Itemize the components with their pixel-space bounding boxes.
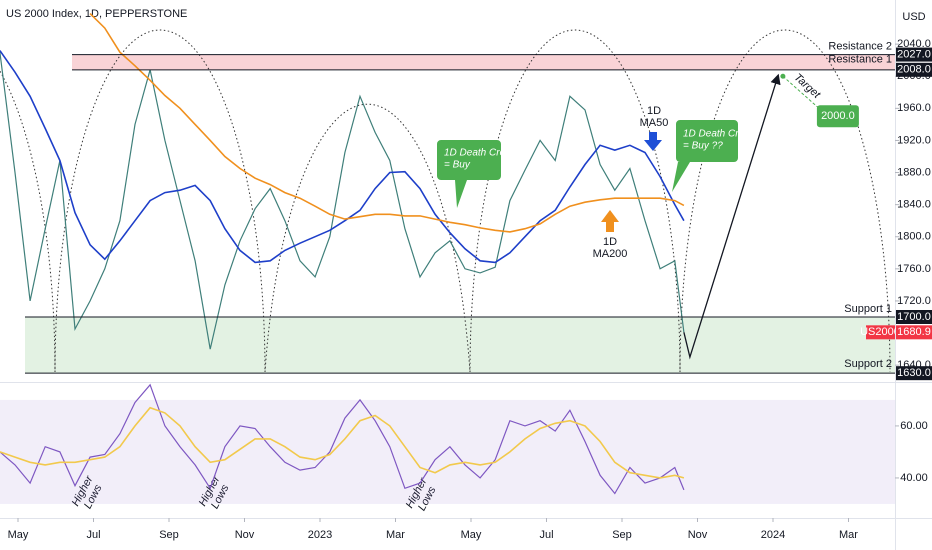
level-price-box — [896, 309, 932, 324]
currency: USD — [902, 11, 925, 23]
series-line — [0, 406, 685, 479]
last-price-box — [896, 325, 932, 340]
y-tick-label: 1920.0 — [897, 134, 931, 146]
arrow — [601, 210, 619, 232]
x-tick-label: Nov — [688, 529, 708, 541]
cycle-arc — [469, 29, 681, 373]
cycle-arc — [0, 70, 56, 373]
target-line — [782, 75, 820, 109]
arrow — [644, 132, 662, 151]
y-tick-label: 40.00 — [900, 472, 928, 484]
callout-box — [672, 120, 738, 192]
level-price-box — [896, 62, 932, 77]
level-name: Resistance 1 — [828, 54, 892, 66]
level-name: Support 2 — [844, 358, 892, 370]
last-price-name: US2000 — [860, 326, 900, 338]
y-tick-label: 1880.0 — [897, 166, 931, 178]
x-tick-label: Jul — [86, 529, 100, 541]
x-tick-label: May — [8, 529, 29, 541]
x-tick-label: 2023 — [308, 529, 332, 541]
y-tick-label: 1840.0 — [897, 199, 931, 211]
annotation-text: MA50 — [640, 117, 669, 129]
projection-arrow — [683, 73, 781, 360]
last-price-name-box — [866, 325, 895, 340]
level-price-label: 2027.0 — [897, 48, 931, 60]
y-tick-label: 1720.0 — [897, 295, 931, 307]
callout: 1D Death Cross = Buy ?? — [672, 120, 754, 192]
cycle-arcs — [0, 29, 891, 373]
callout-box — [437, 140, 501, 208]
zones — [25, 54, 895, 374]
series-line — [0, 52, 685, 350]
series-line — [0, 50, 685, 264]
level-price-box — [896, 366, 932, 381]
level-price-label: 1700.0 — [897, 311, 931, 323]
y-tick-label: 1960.0 — [897, 102, 931, 114]
annotation-text: 1D — [647, 105, 661, 117]
rsi-band — [0, 399, 895, 504]
cycle-arc — [679, 29, 891, 373]
x-tick-label: Sep — [159, 529, 179, 541]
y-tick-label: 60.00 — [900, 420, 928, 432]
cycle-arc — [264, 103, 471, 373]
series-line — [0, 383, 685, 495]
callout-text: = Buy ?? — [683, 141, 723, 152]
callout-text: 1D Death Cross — [683, 129, 754, 140]
level-price-label: 2008.0 — [897, 64, 931, 76]
callout: 1D Death Cross = Buy — [437, 140, 515, 208]
level-name: Support 1 — [844, 303, 892, 315]
x-tick-label: 2024 — [761, 529, 785, 541]
level-price-box — [896, 47, 932, 62]
callout-text: 1D Death Cross — [444, 148, 515, 159]
level-price-label: 1630.0 — [897, 367, 931, 379]
target-value: 2000.0 — [821, 110, 855, 122]
annotation-text: MA200 — [593, 248, 628, 260]
x-tick-label: Jul — [539, 529, 553, 541]
x-tick-label: Mar — [839, 529, 858, 541]
ma50-marker: 1D MA50 — [640, 105, 669, 151]
y-tick-label: 1760.0 — [897, 263, 931, 275]
y-tick-label: 2040.0 — [897, 38, 931, 50]
x-tick-label: Sep — [612, 529, 632, 541]
support-zone — [25, 316, 895, 374]
target-box — [816, 105, 859, 128]
x-tick-label: Mar — [386, 529, 405, 541]
annotation-text: 1D — [603, 236, 617, 248]
x-tick-label: Nov — [235, 529, 255, 541]
y-tick-label: 1800.0 — [897, 231, 931, 243]
resistance-zone — [72, 54, 895, 70]
callout-text: = Buy — [444, 160, 471, 171]
chart-title: US 2000 Index, 1D, PEPPERSTONE — [6, 8, 187, 20]
level-name: Resistance 2 — [828, 40, 892, 52]
series-line — [89, 13, 685, 233]
last-price-label: 1680.9 — [897, 326, 931, 338]
cycle-arc — [54, 29, 266, 373]
ma200-marker: 1D MA200 — [593, 210, 628, 260]
x-tick-label: May — [461, 529, 482, 541]
